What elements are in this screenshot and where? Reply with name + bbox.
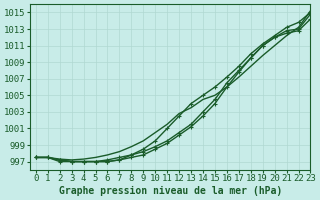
X-axis label: Graphe pression niveau de la mer (hPa): Graphe pression niveau de la mer (hPa) — [59, 186, 282, 196]
